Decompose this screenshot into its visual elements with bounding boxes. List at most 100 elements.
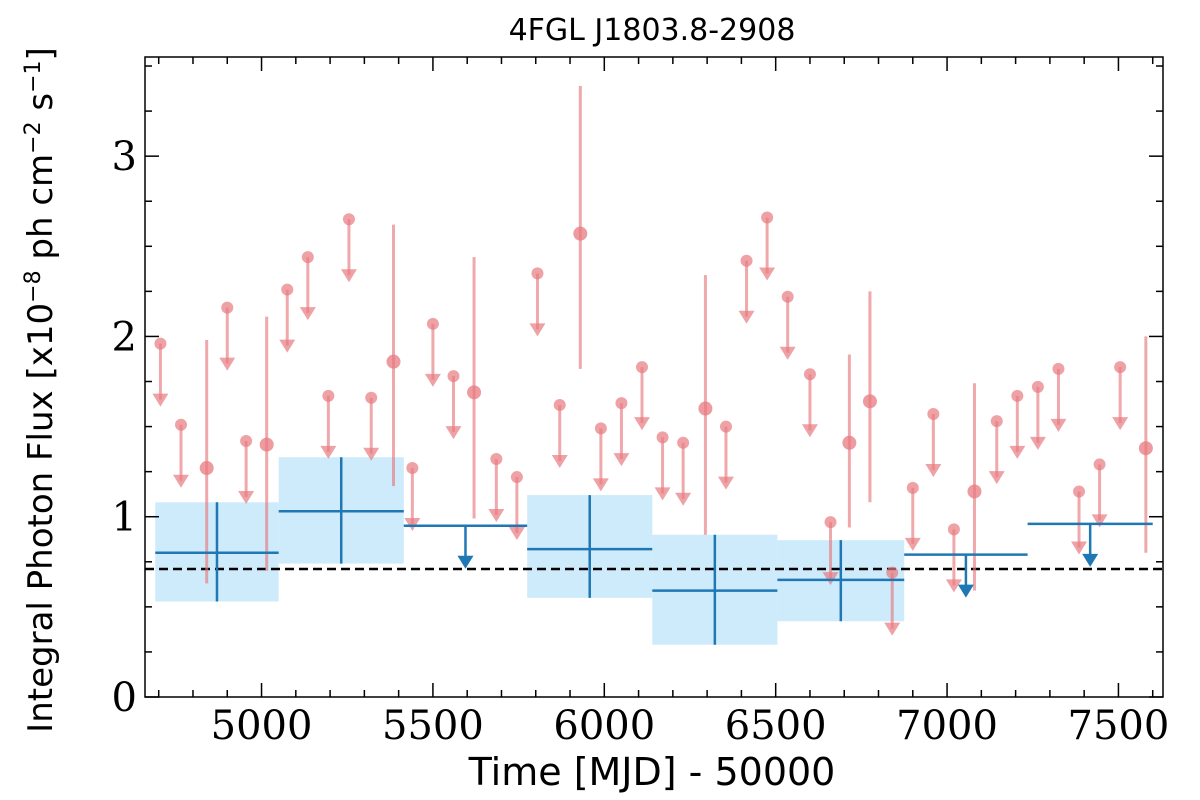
fine-bin-upper-limit-point	[803, 368, 816, 381]
fine-bin-upper-limit-point	[740, 254, 753, 267]
fine-bin-series	[152, 85, 1153, 636]
x-tick-label: 5000	[211, 703, 313, 749]
fine-bin-point	[1138, 441, 1153, 456]
x-tick-label: 6000	[553, 703, 655, 749]
fine-bin-upper-limit-arrow	[1091, 514, 1108, 528]
fine-bin-upper-limit-point	[927, 407, 940, 420]
fine-bin-upper-limit-arrow	[424, 373, 441, 387]
fine-bin-upper-limit-arrow	[592, 478, 609, 492]
fine-bin-upper-limit-arrow	[717, 476, 734, 490]
y-tick-label: 3	[112, 134, 137, 180]
plot-frame	[144, 56, 1164, 698]
fine-bin-upper-limit-point	[301, 251, 314, 264]
fine-bin-upper-limit-point	[886, 566, 899, 579]
fine-bin-upper-limit-arrow	[445, 426, 462, 440]
fine-bin-upper-limit-point	[1031, 380, 1044, 393]
fine-bin-upper-limit-arrow	[488, 509, 505, 523]
fine-bin-upper-limit-arrow	[988, 471, 1005, 485]
x-tick-label: 7500	[1068, 703, 1170, 749]
fine-bin-upper-limit-arrow	[654, 487, 671, 501]
coarse-bin-upper-limit-arrow	[957, 584, 974, 598]
fine-bin-upper-limit-arrow	[508, 527, 525, 541]
fine-bin-upper-limit-point	[677, 436, 690, 449]
fine-bin-upper-limit-point	[719, 420, 732, 433]
fine-bin-point	[698, 401, 713, 416]
fine-bin-point	[842, 435, 857, 450]
fine-bin-upper-limit-arrow	[1050, 418, 1067, 432]
fine-bin-point	[467, 385, 482, 400]
fine-bin-upper-limit-point	[1114, 361, 1127, 374]
fine-bin-upper-limit-arrow	[945, 579, 962, 593]
fine-bin-upper-limit-point	[824, 516, 837, 529]
fine-bin-upper-limit-point	[426, 317, 439, 330]
fine-bin-upper-limit-arrow	[279, 339, 296, 353]
y-axis-label: Integral Photon Flux [x10−8 ph cm−2 s−1]	[21, 47, 62, 733]
fine-bin-upper-limit-point	[1011, 389, 1024, 402]
fine-bin-upper-limit-arrow	[340, 269, 357, 283]
fine-bin-upper-limit-arrow	[363, 447, 380, 461]
fine-bin-upper-limit-arrow	[551, 454, 568, 468]
fine-bin-upper-limit-point	[761, 211, 774, 224]
fine-bin-upper-limit-point	[221, 301, 234, 314]
fine-bin-point	[386, 354, 401, 369]
coarse-bin-upper-limit-arrow	[457, 555, 474, 569]
y-axis: 0 1 2 3	[112, 65, 1163, 721]
fine-bin-upper-limit-arrow	[1071, 541, 1088, 555]
fine-bin-upper-limit-point	[154, 337, 167, 350]
fine-bin-upper-limit-arrow	[738, 310, 755, 324]
coarse-bin-series	[155, 457, 1153, 645]
fine-bin-upper-limit-point	[656, 431, 669, 444]
fine-bin-upper-limit-point	[490, 453, 503, 466]
fine-bin-upper-limit-arrow	[759, 267, 776, 281]
x-axis-label: Time [MJD] - 50000	[468, 750, 836, 794]
fine-bin-upper-limit-arrow	[801, 424, 818, 438]
fine-bin-point	[862, 394, 877, 409]
fine-bin-upper-limit-arrow	[675, 492, 692, 506]
fine-bin-upper-limit-point	[1093, 458, 1106, 471]
x-tick-label: 5500	[382, 703, 484, 749]
fine-bin-upper-limit-arrow	[1009, 445, 1026, 459]
fine-bin-upper-limit-arrow	[1112, 417, 1129, 431]
fine-bin-point	[573, 226, 588, 241]
fine-bin-upper-limit-arrow	[219, 357, 236, 371]
fine-bin-upper-limit-arrow	[152, 393, 169, 407]
fine-bin-upper-limit-point	[947, 523, 960, 536]
fine-bin-point	[259, 437, 274, 452]
fine-bin-upper-limit-point	[281, 283, 294, 296]
fine-bin-upper-limit-point	[447, 370, 460, 383]
fine-bin-upper-limit-arrow	[1029, 436, 1046, 450]
x-tick-label: 7000	[896, 703, 998, 749]
x-tick-label: 6500	[725, 703, 827, 749]
chart-title: 4FGL J1803.8-2908	[509, 13, 796, 48]
fine-bin-upper-limit-point	[594, 422, 607, 435]
fine-bin-upper-limit-point	[636, 361, 649, 374]
fine-bin-upper-limit-arrow	[884, 622, 901, 636]
fine-bin-upper-limit-point	[342, 213, 355, 226]
fine-bin-upper-limit-point	[1073, 485, 1086, 498]
fine-bin-upper-limit-arrow	[172, 474, 189, 488]
fine-bin-upper-limit-arrow	[613, 453, 630, 467]
fine-bin-upper-limit-arrow	[779, 346, 796, 360]
fine-bin-upper-limit-point	[615, 397, 628, 410]
fine-bin-upper-limit-point	[990, 415, 1003, 428]
fine-bin-upper-limit-arrow	[238, 491, 255, 504]
fine-bin-upper-limit-point	[510, 471, 523, 484]
fine-bin-upper-limit-point	[365, 391, 378, 404]
y-tick-label: 1	[112, 495, 137, 541]
fine-bin-upper-limit-point	[781, 290, 794, 303]
fine-bin-upper-limit-arrow	[299, 307, 316, 321]
coarse-bin-upper-limit-arrow	[1082, 553, 1099, 567]
fine-bin-upper-limit-point	[531, 267, 544, 280]
y-tick-label: 2	[112, 314, 137, 360]
fine-bin-upper-limit-arrow	[925, 463, 942, 477]
x-axis: 5000 5500 6000 6500 7000 7500	[157, 57, 1170, 749]
fine-bin-upper-limit-point	[553, 398, 566, 411]
y-tick-label: 0	[112, 675, 137, 721]
fine-bin-upper-limit-arrow	[529, 323, 546, 337]
fine-bin-upper-limit-point	[906, 481, 919, 494]
fine-bin-point	[967, 484, 982, 499]
fine-bin-upper-limit-point	[1052, 362, 1065, 375]
fine-bin-upper-limit-point	[240, 435, 253, 447]
fine-bin-upper-limit-point	[406, 462, 419, 475]
